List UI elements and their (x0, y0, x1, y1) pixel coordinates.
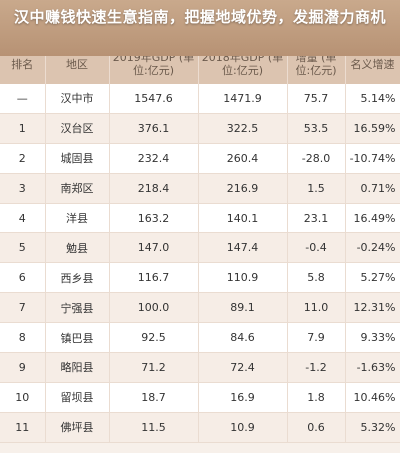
cell-gdp-2018: 110.9 (198, 262, 288, 294)
gdp-table: 排名 地区 2019年GDP (单位:亿元) 2018年GDP (单位:亿元) … (0, 44, 400, 443)
cell-increase: 53.5 (287, 113, 346, 144)
cell-district: 勉县 (45, 232, 110, 264)
cell-district: 镇巴县 (45, 322, 110, 354)
cell-rank: — (0, 84, 46, 114)
cell-rank: 5 (0, 232, 46, 264)
table-row: 6 西乡县 116.7 110.9 5.8 5.27% (0, 262, 400, 294)
cell-rank: 10 (0, 382, 46, 413)
cell-increase: 7.9 (287, 322, 346, 354)
table-body: — 汉中市 1547.6 1471.9 75.7 5.14% 1 汉台区 376.1 322.5 5… (0, 84, 400, 443)
table-row: 5 勉县 147.0 147.4 -0.4 -0.24% (0, 232, 400, 264)
cell-gdp-2019: 232.4 (109, 143, 199, 174)
cell-increase: 23.1 (287, 203, 346, 234)
cell-gdp-2018: 84.6 (198, 322, 288, 354)
cell-growth: -0.24% (345, 232, 400, 264)
table-row: — 汉中市 1547.6 1471.9 75.7 5.14% (0, 84, 400, 114)
table-row: 7 宁强县 100.0 89.1 11.0 12.31% (0, 292, 400, 324)
cell-growth: 5.27% (345, 262, 400, 294)
cell-growth: 10.46% (345, 382, 400, 413)
cell-gdp-2019: 218.4 (109, 173, 199, 204)
cell-growth: -10.74% (345, 143, 400, 174)
table-row: 4 洋县 163.2 140.1 23.1 16.49% (0, 203, 400, 234)
cell-gdp-2019: 376.1 (109, 113, 199, 144)
cell-growth: 0.71% (345, 173, 400, 204)
cell-gdp-2019: 163.2 (109, 203, 199, 234)
cell-gdp-2018: 322.5 (198, 113, 288, 144)
cell-growth: 16.59% (345, 113, 400, 144)
cell-increase: 75.7 (287, 84, 346, 114)
cell-district: 汉中市 (45, 84, 110, 114)
cell-gdp-2018: 147.4 (198, 232, 288, 264)
cell-district: 留坝县 (45, 382, 110, 413)
cell-gdp-2019: 1547.6 (109, 84, 199, 114)
cell-gdp-2019: 116.7 (109, 262, 199, 294)
cell-district: 西乡县 (45, 262, 110, 294)
cell-rank: 9 (0, 352, 46, 383)
table-row: 10 留坝县 18.7 16.9 1.8 10.46% (0, 382, 400, 413)
cell-gdp-2019: 18.7 (109, 382, 199, 413)
cell-gdp-2018: 72.4 (198, 352, 288, 383)
cell-growth: 12.31% (345, 292, 400, 324)
table-row: 8 镇巴县 92.5 84.6 7.9 9.33% (0, 322, 400, 354)
cell-district: 汉台区 (45, 113, 110, 144)
cell-growth: 5.14% (345, 84, 400, 114)
cell-district: 南郑区 (45, 173, 110, 204)
cell-gdp-2018: 1471.9 (198, 84, 288, 114)
cell-increase: 0.6 (287, 412, 346, 443)
cell-district: 佛坪县 (45, 412, 110, 443)
cell-gdp-2019: 147.0 (109, 232, 199, 264)
cell-growth: 5.32% (345, 412, 400, 443)
gdp-table-container: 排名 地区 2019年GDP (单位:亿元) 2018年GDP (单位:亿元) … (0, 44, 400, 453)
table-row: 2 城固县 232.4 260.4 -28.0 -10.74% (0, 143, 400, 174)
cell-gdp-2018: 260.4 (198, 143, 288, 174)
cell-increase: 1.5 (287, 173, 346, 204)
cell-growth: -1.63% (345, 352, 400, 383)
cell-rank: 8 (0, 322, 46, 354)
cell-gdp-2018: 140.1 (198, 203, 288, 234)
cell-increase: 5.8 (287, 262, 346, 294)
cell-gdp-2018: 216.9 (198, 173, 288, 204)
cell-increase: -0.4 (287, 232, 346, 264)
cell-rank: 6 (0, 262, 46, 294)
cell-rank: 2 (0, 143, 46, 174)
table-row: 9 略阳县 71.2 72.4 -1.2 -1.63% (0, 352, 400, 383)
cell-gdp-2018: 16.9 (198, 382, 288, 413)
cell-district: 洋县 (45, 203, 110, 234)
cell-rank: 3 (0, 173, 46, 204)
cell-district: 略阳县 (45, 352, 110, 383)
cell-growth: 9.33% (345, 322, 400, 354)
cell-growth: 16.49% (345, 203, 400, 234)
cell-rank: 4 (0, 203, 46, 234)
cell-increase: 1.8 (287, 382, 346, 413)
table-row: 1 汉台区 376.1 322.5 53.5 16.59% (0, 113, 400, 144)
table-row: 3 南郑区 218.4 216.9 1.5 0.71% (0, 173, 400, 204)
cell-district: 宁强县 (45, 292, 110, 324)
page-title: 汉中赚钱快速生意指南，把握地域优势，发掘潜力商机 (0, 0, 400, 56)
cell-gdp-2019: 100.0 (109, 292, 199, 324)
cell-increase: 11.0 (287, 292, 346, 324)
cell-district: 城固县 (45, 143, 110, 174)
cell-gdp-2018: 89.1 (198, 292, 288, 324)
cell-increase: -28.0 (287, 143, 346, 174)
table-row: 11 佛坪县 11.5 10.9 0.6 5.32% (0, 412, 400, 443)
cell-gdp-2019: 92.5 (109, 322, 199, 354)
cell-gdp-2018: 10.9 (198, 412, 288, 443)
cell-rank: 11 (0, 412, 46, 443)
cell-rank: 1 (0, 113, 46, 144)
cell-gdp-2019: 11.5 (109, 412, 199, 443)
cell-rank: 7 (0, 292, 46, 324)
cell-gdp-2019: 71.2 (109, 352, 199, 383)
cell-increase: -1.2 (287, 352, 346, 383)
